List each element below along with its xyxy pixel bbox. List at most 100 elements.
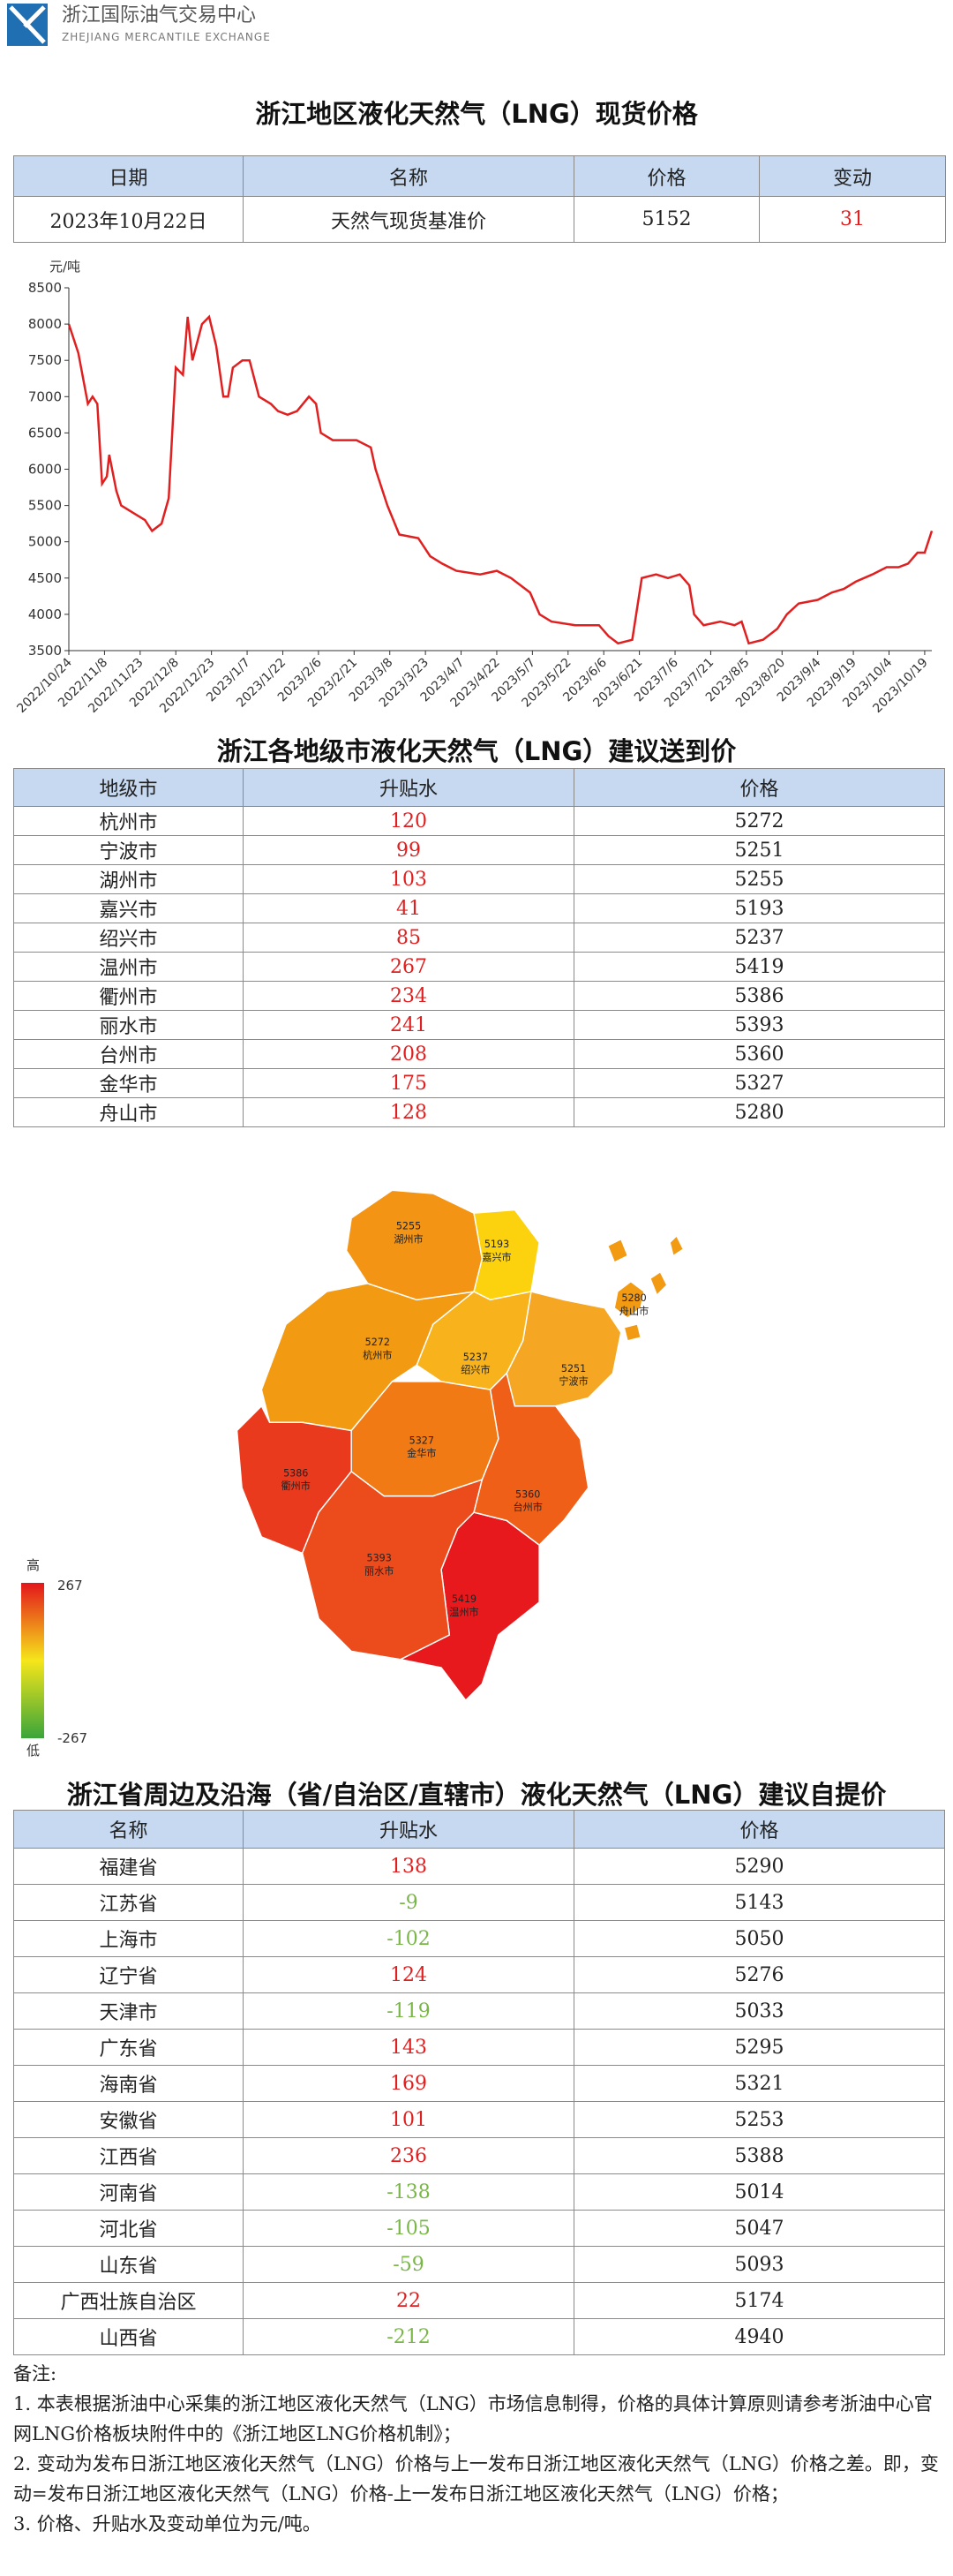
y-tick-label: 4500: [28, 570, 62, 586]
header-row: 名称 升贴水 价格: [13, 1810, 945, 1849]
region-name: 丽水市: [364, 1564, 394, 1577]
region-price: 5237: [463, 1352, 488, 1363]
region-name: 杭州市: [363, 1349, 392, 1361]
note: 2. 变动为发布日浙江地区液化天然气（LNG）价格与上一发布日浙江地区液化天然气…: [13, 2453, 939, 2504]
cell: 5143: [574, 1884, 945, 1921]
region-name: 金华市: [407, 1447, 436, 1459]
region-name: 台州市: [514, 1501, 543, 1513]
y-tick-label: 3500: [28, 643, 62, 659]
cell: 103: [243, 864, 574, 894]
cell: 安徽省: [13, 2101, 244, 2138]
cell: 234: [243, 981, 574, 1011]
row: 福建省 138 5290: [13, 1848, 945, 1885]
row: 绍兴市 85 5237: [13, 923, 945, 953]
cell: 广东省: [13, 2029, 244, 2066]
region-price: 5251: [561, 1363, 586, 1375]
column-header: 升贴水: [243, 1810, 574, 1849]
row: 广西壮族自治区 22 5174: [13, 2282, 945, 2319]
region-price: 5327: [409, 1435, 434, 1446]
cell: 5360: [574, 1039, 945, 1069]
provinces-table: 名称 升贴水 价格 福建省 138 5290 江苏省 -9 5143 上海市 -102 5050 辽宁省…: [13, 1810, 945, 2355]
price-chart: 元/吨 3500 4000 4500 5000 5500 6000 6500 7000 7500…: [14, 259, 934, 716]
cell: 31: [759, 196, 946, 243]
y-tick-label: 5500: [28, 498, 62, 514]
row: 江苏省 -9 5143: [13, 1884, 945, 1921]
row: 上海市 -102 5050: [13, 1920, 945, 1957]
cell: 99: [243, 835, 574, 865]
cell: 绍兴市: [13, 923, 244, 953]
y-tick-label: 8500: [28, 280, 62, 296]
row: 温州市 267 5419: [13, 952, 945, 982]
cell: 台州市: [13, 1039, 244, 1069]
region-price: 5386: [283, 1467, 308, 1479]
cell: -138: [243, 2173, 574, 2211]
cell: 5093: [574, 2246, 945, 2283]
column-header: 名称: [243, 155, 574, 197]
region-name: 舟山市: [619, 1305, 649, 1317]
cell: 5272: [574, 806, 945, 836]
notes-heading: 备注:: [13, 2363, 57, 2384]
cell: 5174: [574, 2282, 945, 2319]
row: 河南省 -138 5014: [13, 2173, 945, 2211]
row: 辽宁省 124 5276: [13, 1956, 945, 1993]
cell: 天津市: [13, 1992, 244, 2030]
row: 台州市 208 5360: [13, 1039, 945, 1069]
region-name: 嘉兴市: [482, 1251, 511, 1263]
note: 1. 本表根据浙油中心采集的浙江地区液化天然气（LNG）市场信息制得，价格的具体…: [13, 2393, 933, 2444]
region-price: 5193: [484, 1239, 509, 1250]
region-price: 5280: [621, 1292, 646, 1304]
row: 杭州市 120 5272: [13, 806, 945, 836]
cell: 5321: [574, 2065, 945, 2102]
cell: 5193: [574, 893, 945, 923]
header-row: 日期 名称 价格 变动: [13, 155, 946, 197]
cell: 124: [243, 1956, 574, 1993]
y-tick-label: 7000: [28, 388, 62, 404]
region-name: 温州市: [449, 1606, 478, 1618]
region-name: 衢州市: [281, 1480, 311, 1492]
y-axis-label: 元/吨: [49, 259, 80, 275]
cell: 236: [243, 2137, 574, 2174]
cell: 208: [243, 1039, 574, 1069]
row: 金华市 175 5327: [13, 1068, 945, 1098]
y-tick-label: 5000: [28, 534, 62, 550]
cell: 120: [243, 806, 574, 836]
cell: 丽水市: [13, 1010, 244, 1040]
row: 2023年10月22日 天然气现货基准价 5152 31: [13, 196, 946, 243]
legend-max: 267: [57, 1578, 83, 1593]
cell: 5152: [574, 196, 760, 243]
cell: 138: [243, 1848, 574, 1885]
org-name-en: ZHEJIANG MERCANTILE EXCHANGE: [62, 31, 271, 43]
cell: 嘉兴市: [13, 893, 244, 923]
cell: 杭州市: [13, 806, 244, 836]
provinces-table-wrap: 名称 升贴水 价格 福建省 138 5290 江苏省 -9 5143 上海市 -102 5050 辽宁省…: [13, 1810, 945, 2355]
provinces-title: 浙江省周边及沿海（省/自治区/直辖市）液化天然气（LNG）建议自提价: [66, 1780, 887, 1810]
region-name: 宁波市: [559, 1375, 588, 1388]
cell: 河南省: [13, 2173, 244, 2211]
row: 山东省 -59 5093: [13, 2246, 945, 2283]
column-header: 变动: [759, 155, 946, 197]
column-header: 日期: [13, 155, 244, 197]
cell: -105: [243, 2210, 574, 2247]
cell: 175: [243, 1068, 574, 1098]
y-tick-label: 8000: [28, 316, 62, 332]
cell: 舟山市: [13, 1097, 244, 1127]
cell: 4940: [574, 2318, 945, 2355]
region-price: 5255: [396, 1221, 421, 1232]
cell: 5237: [574, 923, 945, 953]
legend-high: 高: [26, 1557, 40, 1573]
legend-low: 低: [26, 1743, 40, 1759]
row: 天津市 -119 5033: [13, 1992, 945, 2030]
spot-table-wrap: 日期 名称 价格 变动 2023年10月22日 天然气现货基准价 5152 31: [13, 155, 946, 243]
cell: 辽宁省: [13, 1956, 244, 1993]
cell: 128: [243, 1097, 574, 1127]
cell: 267: [243, 952, 574, 982]
logo: 浙江国际油气交易中心 ZHEJIANG MERCANTILE EXCHANGE: [7, 4, 271, 46]
cell: 金华市: [13, 1068, 244, 1098]
notes: 备注: 1. 本表根据浙油中心采集的浙江地区液化天然气（LNG）市场信息制得，价…: [13, 2359, 942, 2539]
spot-title: 浙江地区液化天然气（LNG）现货价格: [255, 99, 698, 129]
cell: 宁波市: [13, 835, 244, 865]
cell: 5050: [574, 1920, 945, 1957]
cell: 江西省: [13, 2137, 244, 2174]
row: 山西省 -212 4940: [13, 2318, 945, 2355]
